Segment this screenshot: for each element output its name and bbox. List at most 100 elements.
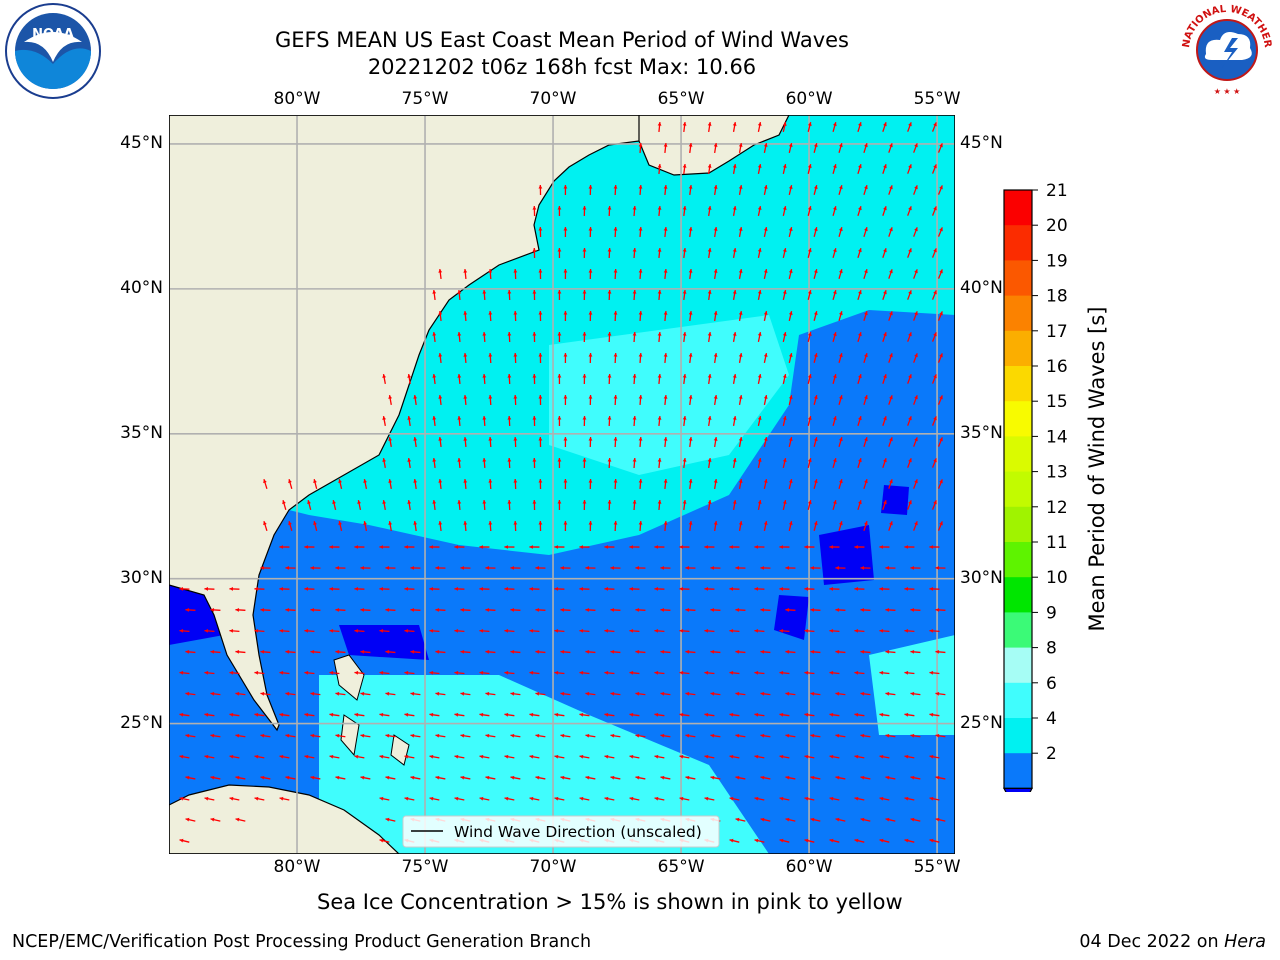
wind-wave-arrow bbox=[829, 838, 840, 843]
wind-wave-arrow bbox=[688, 226, 693, 238]
wind-wave-arrow bbox=[285, 649, 296, 654]
wind-wave-arrow bbox=[857, 458, 862, 468]
wind-wave-arrow bbox=[538, 268, 543, 280]
wind-wave-arrow bbox=[929, 838, 940, 843]
wind-wave-arrow bbox=[931, 416, 937, 426]
wind-wave-arrow bbox=[937, 143, 943, 153]
wind-wave-arrow bbox=[779, 754, 790, 759]
wind-wave-arrow bbox=[263, 521, 268, 531]
wind-wave-arrow bbox=[582, 289, 587, 301]
wind-wave-arrow bbox=[638, 184, 643, 196]
wind-wave-arrow bbox=[563, 436, 568, 448]
wind-wave-arrow bbox=[235, 733, 246, 738]
wind-wave-arrow bbox=[838, 437, 843, 447]
wind-wave-arrow bbox=[885, 607, 896, 612]
wind-wave-arrow bbox=[835, 775, 846, 780]
wind-wave-arrow bbox=[931, 458, 937, 468]
lon-tick-label-top: 80°W bbox=[273, 89, 321, 109]
wind-wave-arrow bbox=[479, 754, 490, 759]
wind-wave-arrow bbox=[585, 566, 596, 570]
colorbar-segment bbox=[1004, 753, 1032, 789]
wind-wave-arrow bbox=[763, 310, 768, 322]
wind-wave-arrow bbox=[937, 269, 943, 279]
wind-wave-arrow bbox=[535, 649, 546, 654]
wind-wave-arrow bbox=[757, 205, 762, 217]
wind-wave-arrow bbox=[707, 331, 712, 343]
wind-wave-arrow bbox=[657, 415, 662, 427]
wind-wave-arrow bbox=[713, 436, 718, 448]
wind-wave-arrow bbox=[810, 817, 821, 822]
wind-wave-arrow bbox=[832, 290, 837, 300]
wind-wave-arrow bbox=[788, 226, 793, 238]
wind-wave-arrow bbox=[779, 628, 790, 633]
wind-wave-arrow bbox=[854, 545, 865, 549]
wind-wave-arrow bbox=[410, 775, 421, 780]
wind-wave-arrow bbox=[629, 628, 640, 633]
wind-wave-arrow bbox=[913, 437, 918, 447]
wind-wave-arrow bbox=[882, 206, 887, 216]
wind-wave-arrow bbox=[535, 691, 546, 696]
wind-wave-arrow bbox=[485, 775, 496, 780]
wind-wave-arrow bbox=[729, 754, 740, 759]
wind-wave-arrow bbox=[529, 670, 540, 675]
wind-wave-arrow bbox=[538, 478, 543, 490]
land-bahamas-1 bbox=[333, 654, 365, 701]
wind-wave-arrow bbox=[635, 607, 646, 612]
wind-wave-arrow bbox=[935, 566, 946, 570]
wind-wave-arrow bbox=[807, 331, 812, 343]
wind-wave-arrow bbox=[285, 775, 296, 780]
wind-wave-arrow bbox=[857, 164, 862, 174]
wind-wave-arrow bbox=[507, 373, 512, 385]
wind-wave-arrow bbox=[360, 649, 371, 654]
wind-wave-arrow bbox=[510, 566, 521, 570]
wind-wave-arrow bbox=[779, 838, 790, 843]
wind-wave-arrow bbox=[929, 628, 940, 633]
wind-wave-arrow bbox=[413, 520, 418, 532]
wind-wave-arrow bbox=[363, 520, 368, 532]
wind-wave-arrow bbox=[882, 332, 887, 342]
wind-wave-arrow bbox=[857, 332, 862, 342]
wind-wave-arrow bbox=[279, 712, 290, 717]
lat-tick-label-left: 40°N bbox=[120, 277, 163, 298]
wind-wave-arrow bbox=[235, 775, 246, 780]
wind-wave-arrow bbox=[682, 331, 687, 343]
wind-wave-arrow bbox=[385, 775, 396, 780]
wind-wave-arrow bbox=[613, 310, 618, 322]
wind-wave-arrow bbox=[713, 352, 718, 364]
wind-wave-arrow bbox=[404, 670, 415, 675]
wind-wave-arrow bbox=[885, 691, 896, 696]
wind-wave-arrow bbox=[179, 838, 190, 843]
wind-wave-arrow bbox=[688, 184, 693, 196]
wind-wave-arrow bbox=[304, 754, 315, 759]
wind-wave-arrow bbox=[429, 712, 440, 717]
wind-wave-arrow bbox=[429, 796, 440, 801]
wind-wave-arrow bbox=[557, 289, 562, 301]
wind-wave-arrow bbox=[907, 122, 912, 132]
wind-wave-arrow bbox=[379, 838, 390, 843]
wind-wave-arrow bbox=[513, 478, 518, 490]
wind-wave-arrow bbox=[888, 353, 893, 363]
wind-wave-arrow bbox=[329, 670, 340, 675]
wind-wave-arrow bbox=[554, 545, 565, 549]
wind-wave-arrow bbox=[785, 607, 796, 612]
wind-wave-arrow bbox=[260, 733, 271, 738]
wind-wave-arrow bbox=[407, 415, 412, 427]
wind-wave-arrow bbox=[857, 206, 862, 216]
wind-wave-arrow bbox=[560, 733, 571, 738]
wind-wave-arrow bbox=[704, 754, 715, 759]
wind-wave-arrow bbox=[388, 520, 393, 532]
wind-wave-arrow bbox=[185, 817, 196, 822]
wind-wave-arrow bbox=[913, 227, 918, 237]
wind-wave-arrow bbox=[663, 184, 668, 196]
wind-wave-arrow bbox=[863, 395, 868, 405]
wind-wave-arrow bbox=[657, 331, 662, 343]
wind-wave-arrow bbox=[404, 587, 415, 591]
wind-wave-arrow bbox=[357, 499, 362, 511]
wind-wave-arrow bbox=[557, 247, 562, 259]
wind-wave-arrow bbox=[510, 649, 521, 654]
wind-wave-arrow bbox=[679, 545, 690, 549]
wind-wave-arrow bbox=[588, 310, 593, 322]
colorbar-segment bbox=[1004, 471, 1032, 508]
wind-wave-arrow bbox=[810, 733, 821, 738]
wind-wave-arrow bbox=[560, 607, 571, 612]
